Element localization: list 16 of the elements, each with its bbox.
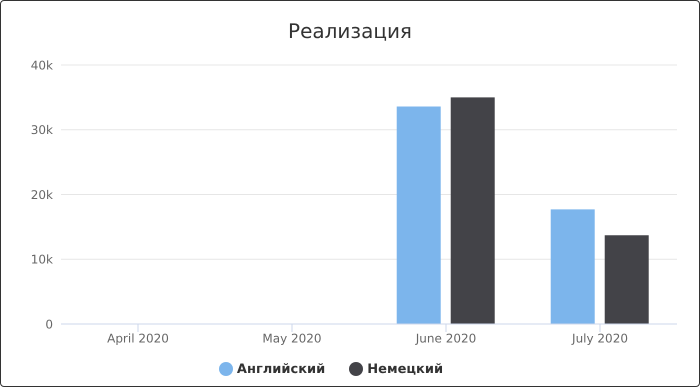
y-tick-label: 10k — [30, 252, 54, 267]
legend-label: Английский — [236, 362, 326, 377]
x-tick-label: June 2020 — [414, 332, 476, 346]
x-tick-label: July 2020 — [571, 332, 628, 346]
y-tick-label: 40k — [30, 58, 54, 72]
y-tick-label: 20k — [30, 188, 54, 202]
x-tick-label: May 2020 — [262, 332, 322, 346]
x-tick-label: April 2020 — [107, 332, 169, 346]
bar — [396, 106, 441, 324]
chart-title: Реализация — [287, 18, 413, 45]
y-tick-label: 30k — [30, 123, 54, 138]
bar — [450, 97, 495, 324]
bar — [604, 235, 649, 324]
legend-label: Немецкий — [367, 362, 444, 377]
bar — [550, 209, 595, 324]
y-tick-label: 0 — [45, 317, 53, 332]
